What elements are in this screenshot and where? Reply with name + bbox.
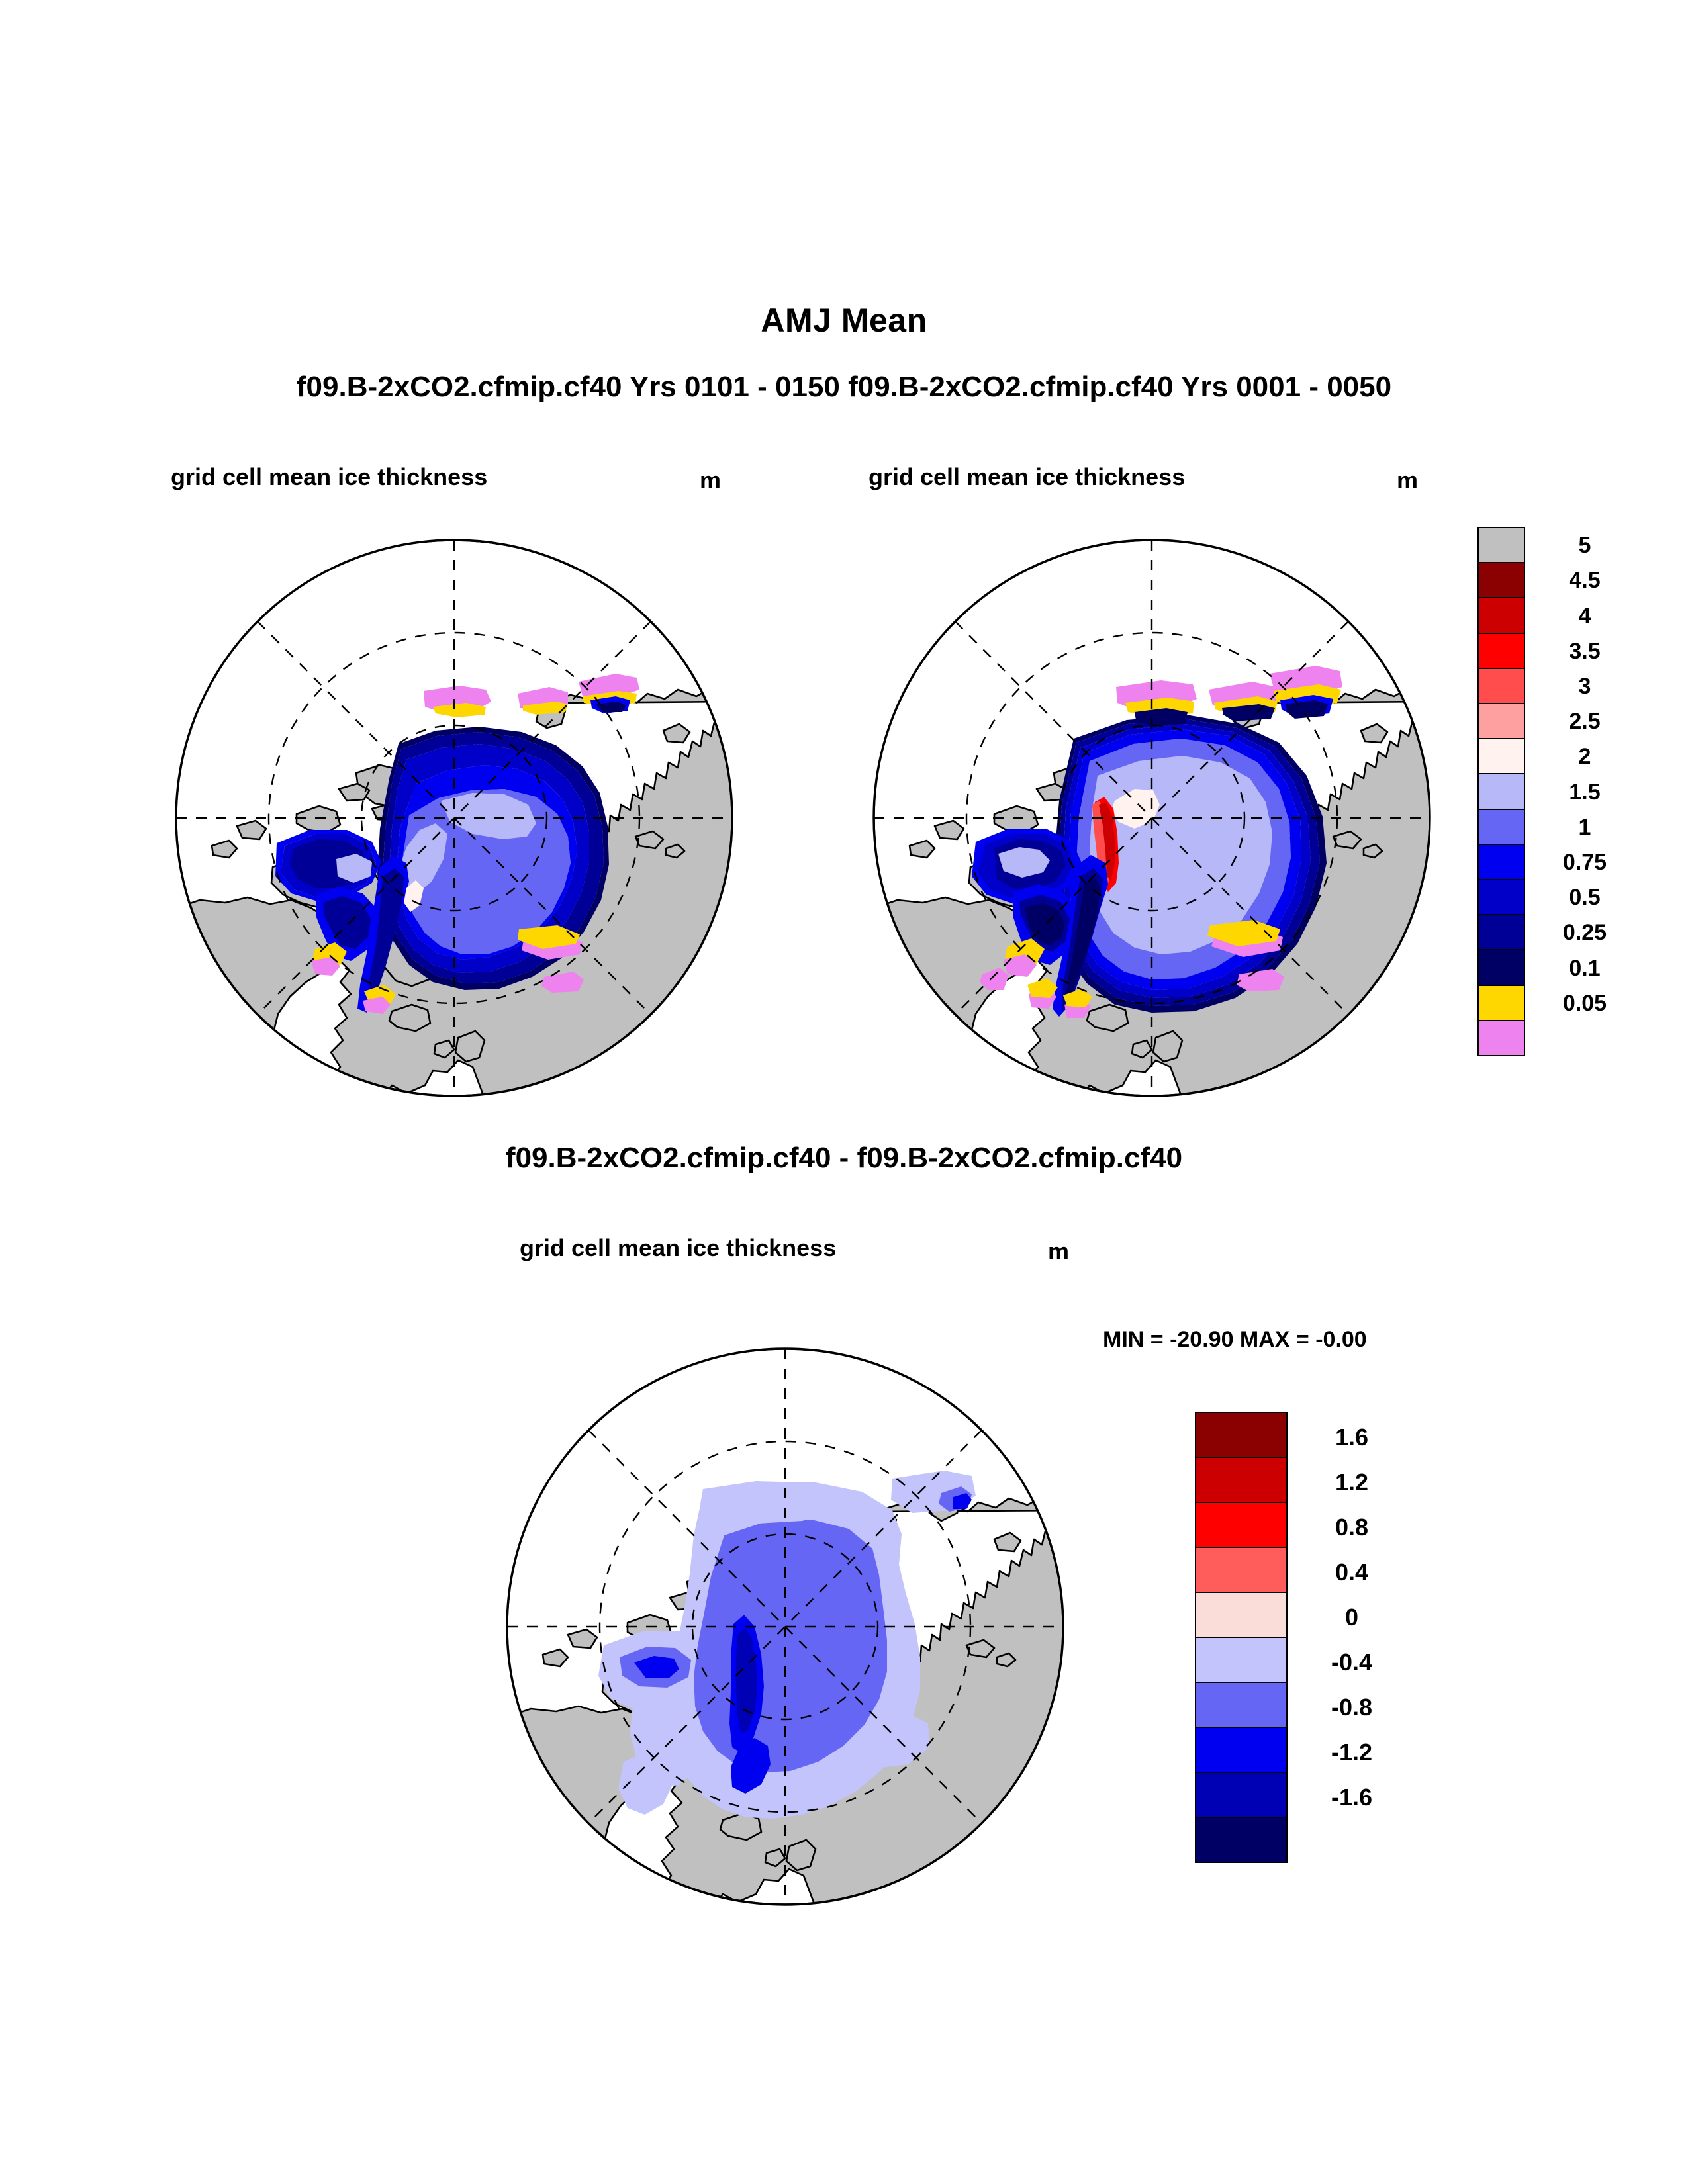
colorbar-tick-label: 1 — [1578, 814, 1591, 840]
minmax-annotation: MIN = -20.90 MAX = -0.00 — [1103, 1327, 1367, 1352]
right-panel-variable-title: grid cell mean ice thickness — [868, 463, 1186, 490]
colorbar-swatch — [1477, 738, 1525, 775]
colorbar-tick-label: 0.8 — [1335, 1514, 1369, 1541]
colorbar-tick-label: -1.6 — [1331, 1784, 1373, 1811]
colorbar-swatch — [1477, 914, 1525, 951]
colorbar-swatch — [1477, 879, 1525, 916]
diff-panel-variable-title: grid cell mean ice thickness — [520, 1234, 837, 1261]
colorbar-swatch — [1477, 949, 1525, 986]
colorbar-tick-label: 0 — [1344, 1604, 1359, 1631]
colorbar-tick-label: -1.2 — [1331, 1739, 1373, 1766]
colorbar-swatch — [1477, 703, 1525, 740]
main-title: AMJ Mean — [761, 302, 927, 339]
colorbar-swatch — [1195, 1682, 1288, 1728]
colorbar-tick-label: 0.75 — [1562, 850, 1607, 875]
colorbar-swatch — [1477, 562, 1525, 599]
colorbar-tick-label: 0.25 — [1562, 920, 1607, 946]
map-difference — [506, 1347, 1064, 1906]
colorbar-swatch — [1477, 843, 1525, 880]
colorbar-swatch — [1195, 1727, 1288, 1773]
difference-title: f09.B-2xCO2.cfmip.cf40 - f09.B-2xCO2.cfm… — [505, 1142, 1183, 1174]
colorbar-swatch — [1195, 1637, 1288, 1683]
colorbar-swatch — [1195, 1817, 1288, 1863]
colorbar-tick-label: 2.5 — [1569, 709, 1601, 735]
colorbar-tick-label: -0.4 — [1331, 1649, 1373, 1676]
colorbar-swatch — [1195, 1547, 1288, 1593]
colorbar-tick-label: -0.8 — [1331, 1694, 1373, 1721]
colorbar-tick-label: 3 — [1578, 674, 1591, 699]
colorbar-tick-label: 1.6 — [1335, 1424, 1369, 1451]
colorbar-swatch — [1195, 1592, 1288, 1638]
left-panel-variable-title: grid cell mean ice thickness — [171, 463, 488, 490]
colorbar-swatch — [1477, 597, 1525, 634]
colorbar-tick-label: 4.5 — [1569, 568, 1601, 594]
colorbar-tick-label: 5 — [1578, 533, 1591, 559]
case-subtitle: f09.B-2xCO2.cfmip.cf40 Yrs 0101 - 0150 f… — [296, 371, 1392, 403]
colorbar-tick-label: 0.4 — [1335, 1559, 1369, 1586]
colorbar-tick-label: 1.5 — [1569, 779, 1601, 805]
colorbar-swatch — [1477, 667, 1525, 704]
colorbar-tick-label: 0.5 — [1569, 885, 1601, 911]
left-panel-units: m — [700, 467, 722, 494]
colorbar-tick-label: 2 — [1578, 744, 1591, 770]
colorbar-swatch — [1477, 808, 1525, 845]
right-panel-units: m — [1397, 467, 1419, 494]
colorbar-tick-label: 0.1 — [1569, 955, 1601, 981]
colorbar-tick-label: 4 — [1578, 603, 1591, 629]
colorbar-swatch — [1195, 1772, 1288, 1818]
colorbar-tick-label: 1.2 — [1335, 1469, 1369, 1496]
colorbar-swatch — [1477, 984, 1525, 1021]
colorbar-swatch — [1477, 773, 1525, 810]
diff-panel-units: m — [1048, 1238, 1070, 1265]
map-left-case1 — [175, 539, 733, 1097]
colorbar-absolute: 5 4.5 4 3.5 3 2.5 2 1.5 1 0.75 0.5 0.25 0.1 0.05 — [1477, 527, 1676, 1056]
colorbar-swatch — [1477, 527, 1525, 564]
colorbar-tick-label: 0.05 — [1562, 990, 1607, 1016]
colorbar-swatch — [1477, 1019, 1525, 1056]
colorbar-tick-label: 3.5 — [1569, 638, 1601, 664]
colorbar-swatch — [1195, 1412, 1288, 1458]
colorbar-swatch — [1195, 1502, 1288, 1548]
map-right-case2 — [872, 539, 1431, 1097]
colorbar-difference: 1.6 1.2 0.8 0.4 0 -0.4 -0.8 -1.2 -1.6 — [1195, 1412, 1433, 1863]
colorbar-swatch — [1477, 632, 1525, 669]
colorbar-swatch — [1195, 1457, 1288, 1503]
